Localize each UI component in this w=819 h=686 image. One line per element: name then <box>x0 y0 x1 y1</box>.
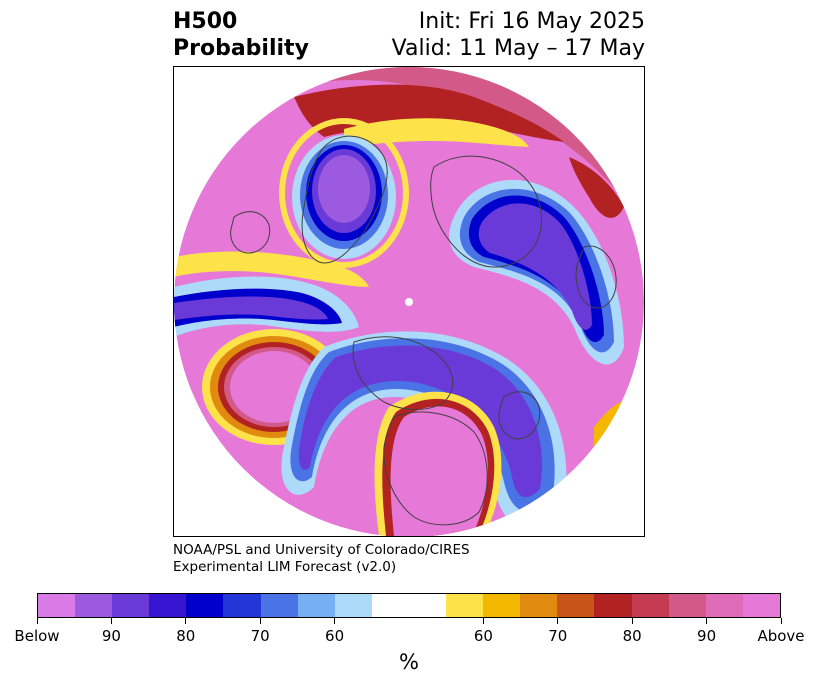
north-pole-marker <box>405 298 413 306</box>
above-band-north <box>174 67 644 267</box>
below-band-west <box>174 296 328 320</box>
map-title: H500 Probability <box>173 8 309 62</box>
colorbar-swatch <box>112 594 150 617</box>
forecast-dates: Init: Fri 16 May 2025 Valid: 11 May – 17… <box>392 8 645 62</box>
colorbar-swatch <box>408 594 447 617</box>
colorbar-tick <box>706 618 708 624</box>
below-area-upper-left <box>318 155 370 223</box>
colorbar-tick-label: 60 <box>473 627 493 645</box>
credit-text: NOAA/PSL and University of Colorado/CIRE… <box>173 542 470 576</box>
below-arc-lower <box>298 345 542 498</box>
colorbar-tick-label: 90 <box>697 627 717 645</box>
colorbar-tick-label: Below <box>14 627 60 645</box>
credit-line-organization: NOAA/PSL and University of Colorado/CIRE… <box>173 542 470 558</box>
colorbar-tick <box>110 618 112 624</box>
colorbar-swatch <box>149 594 187 617</box>
above-band-north-yellow <box>344 118 529 147</box>
colorbar <box>37 593 781 618</box>
colorbar-tick <box>36 618 38 624</box>
colorbar-swatch <box>594 594 632 617</box>
above-band-west <box>174 251 369 287</box>
colorbar-tick <box>482 618 484 624</box>
colorbar-unit: % <box>399 650 419 674</box>
colorbar-tick <box>631 618 633 624</box>
title-line-variable: H500 <box>173 9 238 34</box>
colorbar-tick-label: 90 <box>101 627 121 645</box>
colorbar-swatch <box>186 594 224 617</box>
colorbar-swatch <box>631 594 669 617</box>
colorbar-swatch <box>520 594 558 617</box>
colorbar-tick-label: Above <box>757 627 805 645</box>
colorbar-tick-label: 70 <box>548 627 568 645</box>
colorbar-swatch <box>483 594 521 617</box>
colorbar-swatch <box>75 594 113 617</box>
polar-map <box>173 66 645 537</box>
colorbar-swatch <box>557 594 595 617</box>
colorbar-swatch <box>742 594 780 617</box>
colorbar-swatch <box>334 594 372 617</box>
valid-date-range: Valid: 11 May – 17 May <box>391 36 645 61</box>
colorbar-swatch <box>297 594 335 617</box>
colorbar-tick <box>557 618 559 624</box>
below-area-right <box>478 203 592 330</box>
colorbar-tick-label: 80 <box>176 627 196 645</box>
colorbar-tick-label: 70 <box>250 627 270 645</box>
colorbar-tick-label: 60 <box>325 627 345 645</box>
colorbar-swatch <box>223 594 261 617</box>
colorbar-tick <box>259 618 261 624</box>
colorbar-tick-label: 80 <box>622 627 642 645</box>
credit-line-forecast: Experimental LIM Forecast (v2.0) <box>173 559 397 575</box>
colorbar-tick <box>334 618 336 624</box>
colorbar-swatch <box>371 594 409 617</box>
above-ring-upper-left <box>279 118 409 268</box>
colorbar-tick <box>185 618 187 624</box>
above-edge-right <box>569 157 624 218</box>
title-line-field: Probability <box>173 36 309 61</box>
colorbar-swatch <box>705 594 743 617</box>
colorbar-swatch <box>446 594 484 617</box>
colorbar-swatch <box>668 594 706 617</box>
colorbar-swatch <box>260 594 298 617</box>
colorbar-tick <box>780 618 782 624</box>
above-cell-lower <box>390 406 488 536</box>
probability-map-svg <box>174 67 644 536</box>
coastlines <box>230 135 617 526</box>
init-date: Init: Fri 16 May 2025 <box>418 9 645 34</box>
colorbar-swatch <box>38 594 76 617</box>
